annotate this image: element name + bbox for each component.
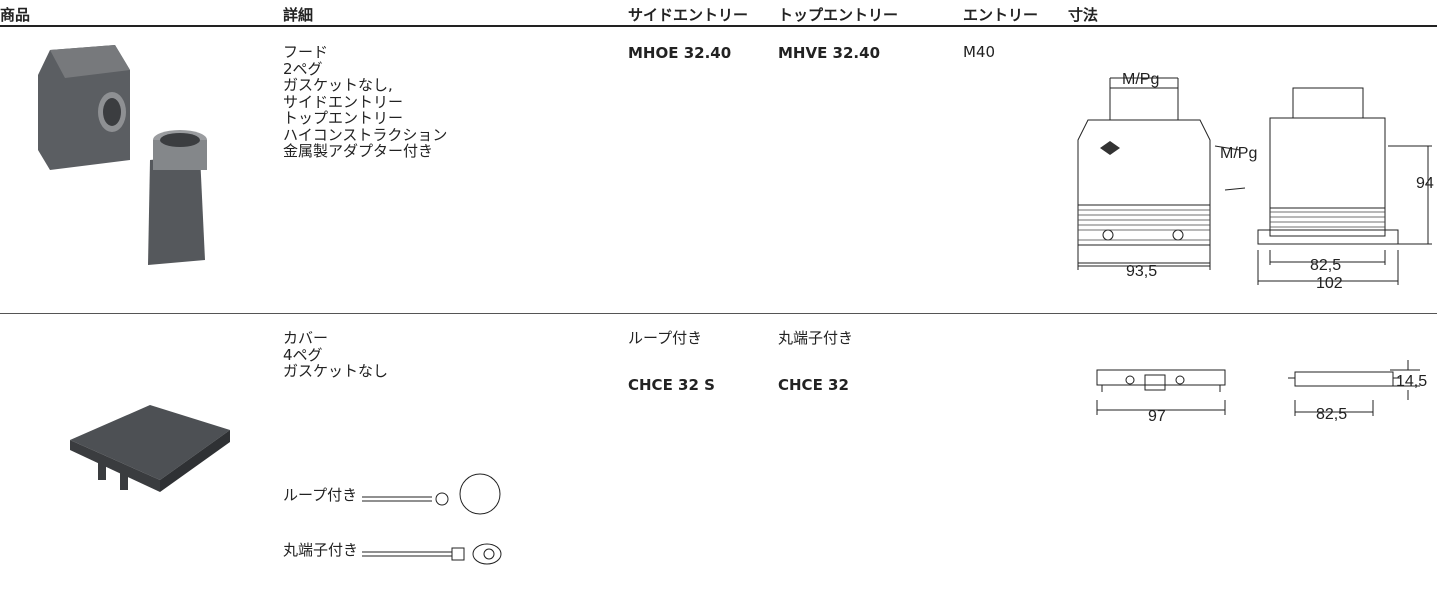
dimension-label: 97	[1148, 408, 1166, 425]
entry: M40	[963, 43, 996, 61]
dimension-label: 82,5	[1316, 406, 1347, 423]
product-photo	[38, 45, 207, 265]
header-cell: 商品	[0, 6, 31, 24]
dimension-label: 93,5	[1126, 263, 1157, 280]
dimension-label: M/Pg	[1220, 145, 1257, 162]
header-rule	[0, 25, 1437, 27]
top-entry: MHVE 32.40	[778, 44, 881, 62]
detail-line: 4ペグ	[283, 345, 323, 364]
side-entry-note: ループ付き	[628, 329, 703, 347]
detail-line: ガスケットなし,	[283, 76, 393, 94]
detail-line: トップエントリー	[283, 109, 404, 127]
dimension-drawing: M/Pg M/Pg 94 93,5 82,5 102	[1077, 71, 1434, 292]
row-rule	[0, 313, 1437, 314]
detail-line: サイドエントリー	[283, 92, 404, 111]
detail-line: 2ペグ	[283, 59, 323, 78]
accessory-label: ループ付き	[283, 486, 358, 504]
accessory-label: 丸端子付き	[283, 541, 359, 559]
header-cell: トップエントリー	[778, 6, 899, 24]
detail-line: カバー	[283, 329, 329, 347]
detail-line: 金属製アダプター付き	[283, 142, 434, 160]
header-cell: サイドエントリー	[628, 6, 749, 24]
header-cell: 詳細	[283, 6, 314, 24]
dimension-label: M/Pg	[1122, 71, 1159, 88]
header-cell: エントリー	[963, 6, 1039, 24]
product-photo	[70, 405, 230, 492]
detail-line: ハイコンストラクション	[283, 125, 448, 144]
dimension-label: 82,5	[1310, 257, 1341, 274]
side-entry: MHOE 32.40	[628, 44, 732, 62]
dimension-label: 94	[1416, 175, 1434, 192]
accessory-drawing	[362, 473, 502, 565]
top-entry-note: 丸端子付き	[778, 329, 854, 347]
top-entry: CHCE 32	[778, 376, 849, 394]
dimension-label: 102	[1316, 275, 1343, 292]
dimension-label: 14,5	[1396, 373, 1427, 390]
detail-line: フード	[283, 43, 329, 61]
header-cell: 寸法	[1068, 6, 1099, 24]
side-entry: CHCE 32 S	[628, 376, 715, 394]
detail-line: ガスケットなし	[283, 362, 389, 380]
dimension-drawing: 97 82,5 14,5	[1096, 360, 1427, 425]
